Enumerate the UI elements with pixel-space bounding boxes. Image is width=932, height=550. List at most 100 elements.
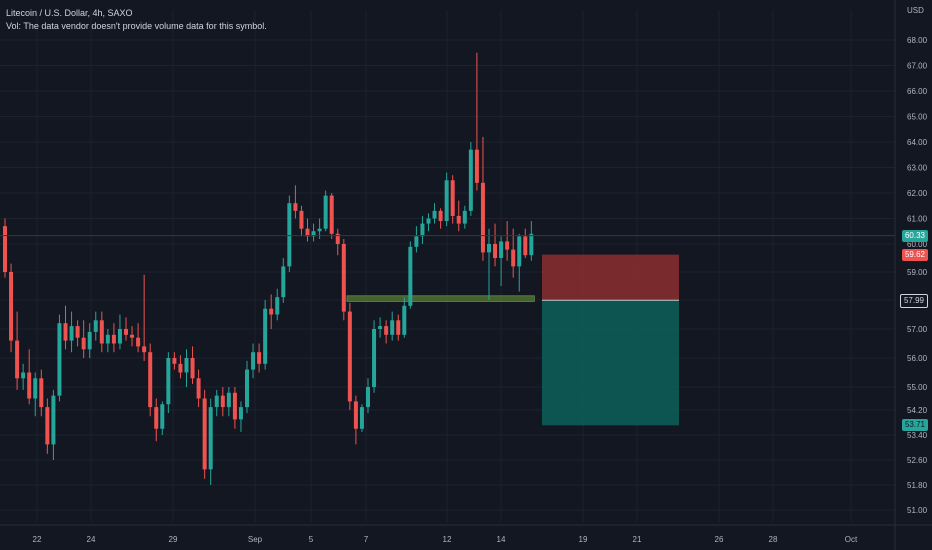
candle-body [420, 223, 425, 237]
stop-price-label: 59.62 [901, 248, 928, 261]
candle-body [305, 228, 310, 237]
candle-body [69, 326, 74, 341]
candle-body [184, 358, 189, 373]
candle-body [190, 358, 195, 379]
y-tick-label: 55.00 [907, 383, 928, 392]
candle-body [299, 210, 304, 229]
candle-body [214, 395, 219, 408]
y-tick-label: 53.40 [907, 431, 928, 440]
candle-body [57, 323, 62, 396]
candle-body [384, 326, 389, 335]
candle-body [311, 231, 316, 237]
candle-body [487, 244, 491, 253]
y-tick-label: 67.00 [907, 62, 928, 71]
candle-body [93, 320, 98, 332]
stop-loss-zone[interactable] [542, 254, 679, 301]
candle-body [257, 352, 262, 364]
candle-body [462, 210, 467, 224]
take-profit-zone[interactable] [542, 300, 679, 426]
candle-body [269, 308, 274, 315]
candle-body [21, 372, 26, 379]
candle-body [63, 323, 68, 341]
candle-body [202, 398, 207, 470]
symbol-title: Litecoin / U.S. Dollar, 4h, SAXO [6, 8, 133, 18]
candle-body [426, 218, 431, 224]
x-tick-label: 21 [633, 535, 642, 544]
x-tick-label: 5 [309, 535, 314, 544]
candle-body [474, 149, 479, 183]
candle-body [275, 297, 280, 315]
x-tick-label: 12 [443, 535, 452, 544]
candle-body [511, 249, 516, 267]
candle-body [172, 358, 177, 364]
candle-body [499, 241, 504, 258]
y-tick-label: 52.60 [907, 456, 928, 465]
candle-body [251, 352, 256, 370]
candle-body [529, 233, 534, 256]
candle-body [160, 404, 165, 429]
candle-body [335, 233, 340, 244]
candle-body [136, 337, 141, 347]
candle-body [366, 387, 370, 408]
candle-body [45, 407, 50, 445]
x-tick-label: Sep [248, 535, 263, 544]
candle-body [15, 340, 20, 379]
candle-body [99, 320, 104, 344]
candle-body [245, 369, 249, 408]
y-tick-label: 59.00 [907, 268, 928, 277]
candle-body [347, 311, 352, 402]
y-tick-label: 64.00 [907, 138, 928, 147]
candle-body [263, 308, 268, 364]
y-tick-label: 60.00 [907, 240, 928, 249]
candle-body [341, 244, 346, 312]
candle-body [27, 372, 32, 399]
candle-body [438, 210, 443, 222]
candle-body [196, 378, 201, 399]
candle-body [105, 334, 110, 344]
x-tick-label: 24 [87, 535, 96, 544]
candle-body [493, 244, 498, 258]
candle-body [293, 203, 298, 211]
candle-body [523, 236, 528, 256]
x-tick-label: 29 [169, 535, 178, 544]
candle-body [178, 363, 183, 373]
volume-note: Vol: The data vendor doesn't provide vol… [6, 21, 267, 31]
candle-body [414, 236, 419, 247]
candle-body [432, 210, 437, 219]
candle-body [39, 378, 44, 408]
candle-body [517, 236, 522, 267]
candle-body [468, 149, 473, 211]
y-tick-label: 56.00 [907, 354, 928, 363]
candle-body [396, 320, 401, 335]
candle-body [505, 241, 510, 250]
candle-body [450, 180, 455, 216]
x-tick-label: 28 [769, 535, 778, 544]
candle-body [111, 334, 116, 344]
x-tick-label: 26 [715, 535, 724, 544]
candle-body [329, 195, 334, 234]
candle-body [124, 329, 128, 335]
y-tick-label: 51.00 [907, 506, 928, 515]
candle-body [232, 392, 237, 420]
candle-body [166, 358, 171, 405]
candle-body [480, 182, 485, 253]
candle-body [281, 266, 286, 298]
x-tick-label: Oct [845, 535, 858, 544]
y-tick-label: 57.00 [907, 325, 928, 334]
support-zone[interactable] [346, 295, 535, 302]
y-tick-label: 65.00 [907, 113, 928, 122]
candle-body [402, 305, 407, 335]
y-tick-label: 54.20 [907, 406, 928, 415]
candle-body [33, 378, 38, 399]
x-tick-label: 19 [579, 535, 588, 544]
candle-body [142, 346, 147, 353]
candle-body [372, 329, 377, 387]
candle-body [87, 331, 92, 350]
candle-body [317, 228, 322, 232]
candle-body [390, 320, 395, 335]
candle-body [226, 392, 231, 408]
entry-price-label: 57.99 [899, 294, 928, 309]
candle-body [148, 352, 153, 408]
